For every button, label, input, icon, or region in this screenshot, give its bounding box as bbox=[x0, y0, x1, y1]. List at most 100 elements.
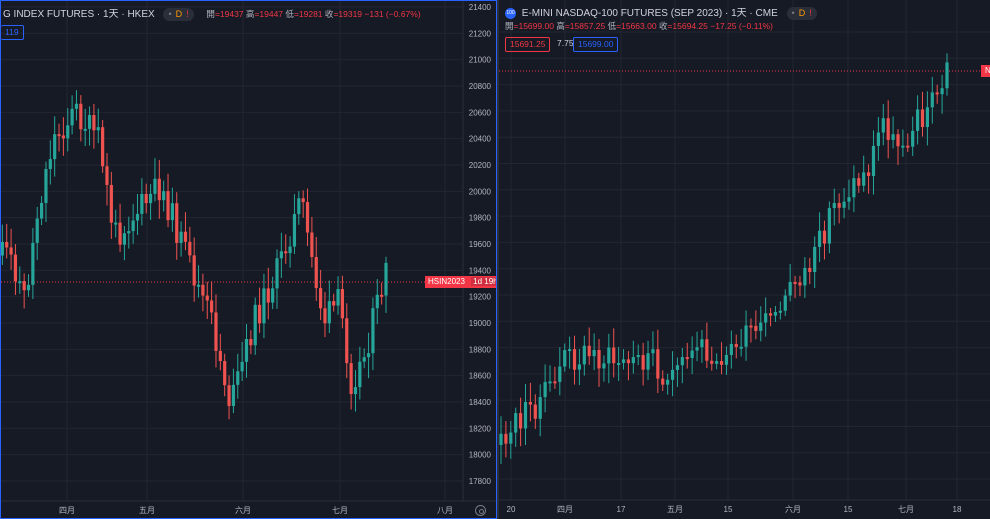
candle bbox=[847, 179, 851, 210]
candle bbox=[768, 307, 773, 327]
candle bbox=[705, 322, 709, 369]
candle bbox=[39, 196, 44, 226]
eye-icon[interactable]: • bbox=[791, 7, 795, 18]
candle bbox=[66, 108, 70, 152]
candle bbox=[301, 190, 305, 218]
candle bbox=[13, 244, 18, 295]
candle bbox=[915, 95, 920, 145]
candle bbox=[675, 357, 680, 387]
candle bbox=[646, 340, 650, 381]
candle bbox=[83, 108, 87, 147]
nq-status-pill[interactable]: • D! bbox=[786, 6, 817, 20]
candle bbox=[340, 275, 345, 329]
candle bbox=[773, 305, 778, 323]
candle bbox=[131, 203, 135, 244]
candle bbox=[101, 120, 105, 173]
hsi-title[interactable]: G INDEX FUTURES · 1天 · HKEX bbox=[3, 9, 155, 20]
candle bbox=[114, 209, 118, 238]
candle bbox=[582, 335, 586, 376]
candle bbox=[105, 153, 109, 206]
candle bbox=[227, 375, 231, 420]
candle bbox=[371, 297, 375, 371]
candle bbox=[631, 340, 635, 374]
nq-candlestick-chart[interactable]: 20 四月 17 五月 15 六月 15 七月 18 bbox=[499, 0, 990, 519]
candle bbox=[793, 275, 797, 299]
candle bbox=[813, 236, 817, 288]
nq-edge-price-label: N bbox=[981, 65, 990, 77]
candle bbox=[284, 234, 288, 264]
candle bbox=[319, 269, 323, 321]
chart-pane-hsi[interactable]: 21400 21200 21000 20800 20600 20400 20200 20000… bbox=[0, 0, 497, 519]
candle bbox=[87, 106, 92, 146]
x-axis-tick-label: 八月 bbox=[437, 506, 453, 515]
y-axis-tick-label: 19400 bbox=[469, 266, 492, 275]
warning-icon[interactable]: ! bbox=[809, 7, 812, 18]
hsi-status-pill[interactable]: • D! bbox=[163, 7, 194, 21]
candle bbox=[710, 346, 714, 371]
chart-pane-nq[interactable]: 20 四月 17 五月 15 六月 15 七月 18 100 E-MINI NASDAQ-100… bbox=[499, 0, 990, 519]
gear-icon[interactable] bbox=[475, 505, 486, 516]
candle bbox=[218, 333, 222, 371]
candle bbox=[192, 237, 196, 302]
y-axis-tick-label: 20800 bbox=[469, 82, 492, 91]
candle bbox=[670, 351, 675, 397]
y-axis-tick-label: 20000 bbox=[469, 187, 492, 196]
hsi-legend: G INDEX FUTURES · 1天 · HKEX • D! 開=19437 … bbox=[3, 5, 421, 21]
candle bbox=[244, 324, 249, 378]
hsi-ohlc: 開=19437 高=19447 低=19281 收=19319 −131 (−0… bbox=[206, 9, 421, 19]
candle bbox=[597, 338, 601, 387]
x-axis-tick-label: 18 bbox=[953, 505, 962, 514]
candle bbox=[661, 370, 665, 392]
candle bbox=[327, 280, 331, 334]
candle bbox=[332, 293, 336, 312]
candle bbox=[236, 353, 240, 399]
candle bbox=[375, 278, 379, 325]
candle bbox=[249, 330, 253, 355]
x-axis-tick-label: 20 bbox=[507, 505, 516, 514]
nq-bid-button[interactable]: 15691.25 bbox=[505, 37, 551, 52]
candle bbox=[901, 129, 905, 157]
x-axis-tick-label: 四月 bbox=[59, 506, 75, 515]
candle bbox=[135, 193, 140, 235]
candle bbox=[275, 249, 279, 309]
candle bbox=[817, 212, 822, 263]
data-status-d: D bbox=[175, 8, 183, 19]
candle bbox=[543, 364, 547, 413]
x-axis-tick-label: 七月 bbox=[332, 506, 348, 515]
candle bbox=[920, 91, 925, 137]
candle bbox=[345, 303, 349, 379]
candle bbox=[266, 267, 270, 320]
eye-icon[interactable]: • bbox=[168, 8, 172, 19]
warning-icon[interactable]: ! bbox=[186, 8, 189, 19]
candle bbox=[231, 368, 236, 414]
candle bbox=[533, 394, 537, 429]
candle bbox=[749, 318, 753, 343]
candle bbox=[587, 327, 591, 365]
candle bbox=[734, 334, 738, 359]
candle bbox=[724, 346, 729, 375]
candle bbox=[764, 297, 768, 337]
candle bbox=[170, 187, 174, 232]
candle bbox=[719, 342, 724, 375]
candle bbox=[827, 201, 831, 254]
nq-title[interactable]: E-MINI NASDAQ-100 FUTURES (SEP 2023) · 1… bbox=[521, 8, 778, 19]
candle bbox=[223, 353, 227, 397]
pane-divider[interactable] bbox=[497, 0, 499, 519]
candle bbox=[144, 183, 148, 214]
nasdaq-symbol-icon: 100 bbox=[505, 7, 516, 19]
candle bbox=[148, 184, 153, 220]
candle bbox=[881, 103, 885, 146]
candle bbox=[74, 90, 79, 121]
candle bbox=[940, 74, 944, 114]
candle bbox=[323, 292, 327, 338]
candle bbox=[5, 223, 9, 259]
candle bbox=[523, 384, 528, 445]
x-axis-tick-label: 五月 bbox=[139, 506, 155, 515]
nq-spread: 7.75 bbox=[557, 38, 574, 48]
hsi-candlestick-chart[interactable]: 21400 21200 21000 20800 20600 20400 20200 20000… bbox=[1, 1, 496, 518]
y-axis-tick-label: 19000 bbox=[469, 319, 492, 328]
nq-ask-button[interactable]: 15699.00 bbox=[573, 37, 619, 52]
candle bbox=[210, 281, 214, 325]
candle bbox=[592, 333, 596, 371]
candle bbox=[384, 256, 388, 314]
